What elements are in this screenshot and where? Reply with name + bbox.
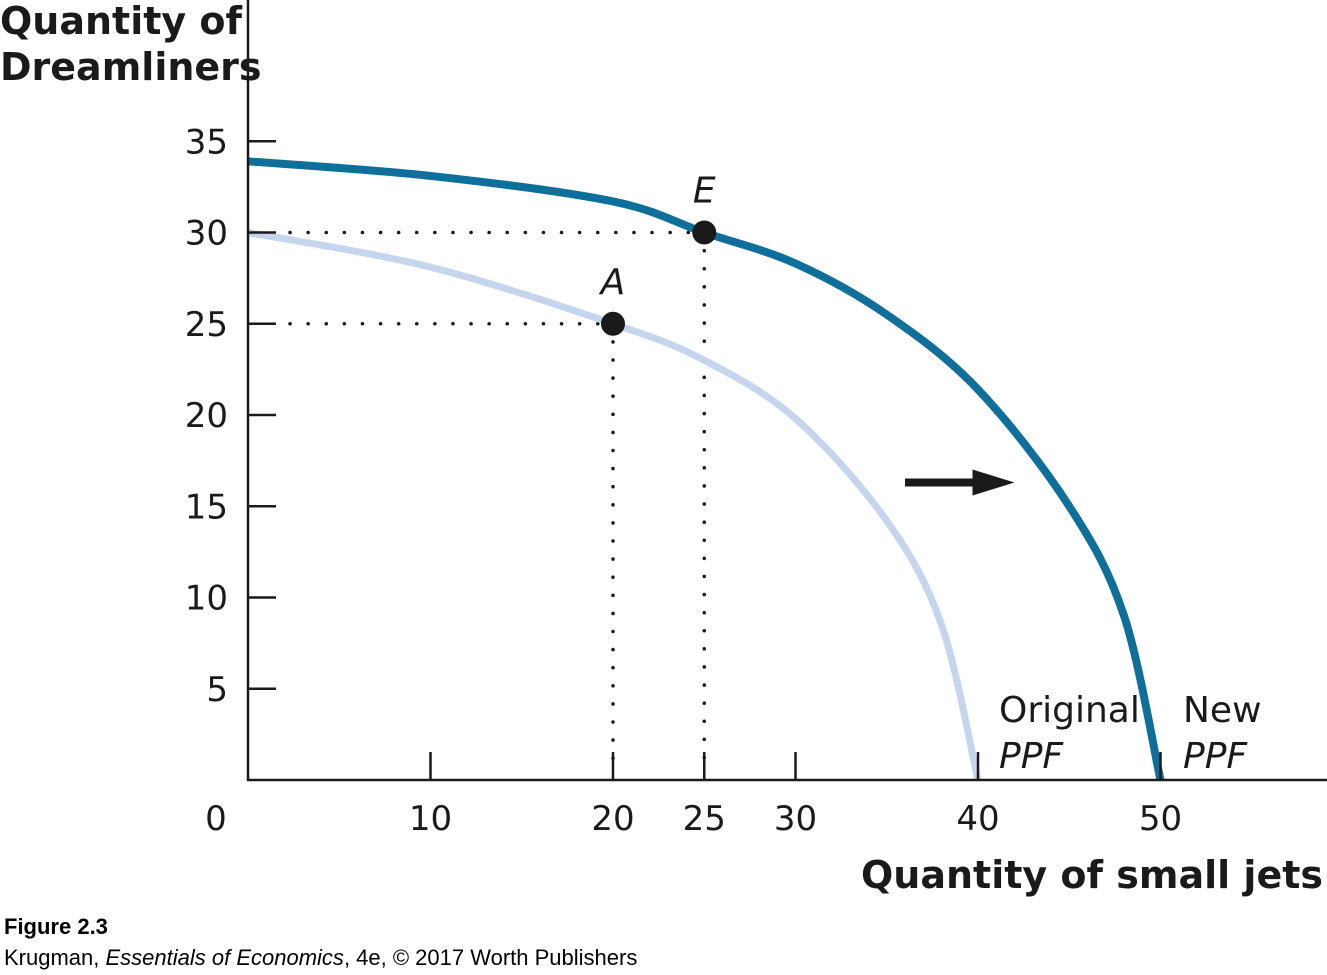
x-tick-label: 25 [683,799,726,839]
x-tick-label: 50 [1139,799,1182,839]
point-A [601,311,625,336]
guide-lines [288,230,706,768]
original-ppf-label-line1: Original [999,690,1140,731]
credit-rest: , 4e, © 2017 Worth Publishers [343,945,638,970]
ppf-curves [247,157,1165,781]
y-tick-label: 20 [185,396,228,436]
point-label-E: E [693,171,716,212]
origin-label: 0 [205,799,227,839]
x-tick-label: 30 [774,799,817,839]
y-axis-label-line2: Dreamliners [0,45,262,89]
y-tick-label: 5 [206,670,228,710]
y-tick-label: 35 [185,122,228,162]
original-ppf-curve [247,229,982,781]
credit-book: Essentials of Economics [105,945,344,970]
data-points: AE [599,171,717,336]
credit-author: Krugman, [4,945,106,970]
x-tick-label: 20 [591,799,634,839]
y-tick-label: 15 [185,487,228,527]
tick-marks: 5 10 15 20 25 30 35 10 20 25 30 40 50 [185,122,1182,839]
x-tick-label: 10 [409,799,452,839]
figure-title: Figure 2.3 [4,914,108,939]
original-ppf-label-line2: PPF [999,736,1064,777]
point-E [692,220,717,245]
shift-arrow-head [972,469,1015,496]
new-ppf-curve [247,157,1165,781]
new-ppf-label-line2: PPF [1183,736,1248,777]
shift-arrow [905,469,1015,496]
y-tick-label: 25 [185,305,228,345]
axes [246,0,1327,782]
figure-credit: Krugman, Essentials of Economics, 4e, © … [4,945,637,971]
y-tick-label: 10 [185,579,228,619]
new-ppf-label-line1: New [1183,690,1262,731]
y-tick-label: 30 [185,214,228,254]
x-tick-label: 40 [956,799,999,839]
x-axis-label: Quantity of small jets [861,853,1323,897]
y-axis-label-line1: Quantity of [0,0,243,43]
point-label-A: A [599,262,626,303]
